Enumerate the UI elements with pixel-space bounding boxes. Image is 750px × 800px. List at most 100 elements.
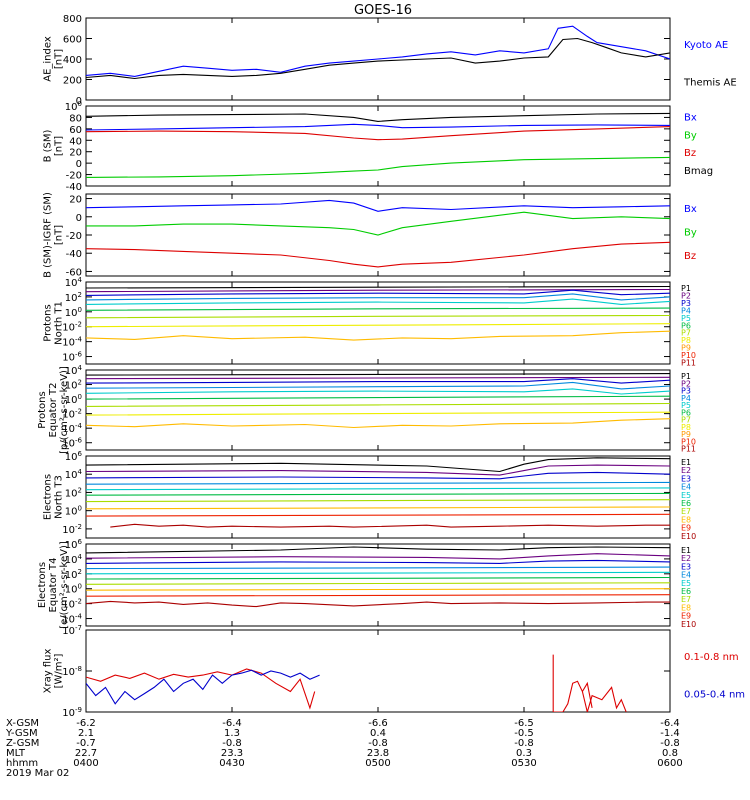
ephemeris-footer: X-GSM -6.2 -6.4 -6.6 -6.5 -6.4Y-GSM 2.1 1.3 0.4-… bbox=[5, 718, 683, 779]
series-line-e5 bbox=[86, 487, 670, 491]
series-line-p4 bbox=[86, 293, 670, 301]
y-tick-label: 102 bbox=[65, 486, 82, 499]
legend-entry: P9 bbox=[681, 344, 691, 353]
series-line-bx bbox=[86, 199, 670, 212]
y-axis-label: [nT] bbox=[54, 225, 65, 245]
footer-row-label: X-GSM bbox=[6, 718, 39, 729]
series-line-e1 bbox=[86, 546, 670, 554]
series-line-p1 bbox=[86, 373, 670, 376]
series-line-e5 bbox=[86, 571, 670, 575]
series-group bbox=[86, 112, 670, 178]
legend-entry: E8 bbox=[681, 603, 691, 612]
footer-value: -0.8 bbox=[514, 738, 534, 749]
legend-entry: E4 bbox=[681, 571, 691, 580]
legend-entry: E3 bbox=[681, 474, 691, 483]
y-tick-label: 0 bbox=[76, 213, 82, 224]
y-axis-label: Equator T2 bbox=[48, 383, 59, 438]
y-tick-label: 100 bbox=[65, 100, 82, 113]
legend-entry: P11 bbox=[681, 445, 696, 454]
legend-entry: 0.1-0.8 nm bbox=[684, 652, 739, 663]
series-line-e3 bbox=[86, 559, 670, 564]
series-line-p7 bbox=[86, 402, 670, 407]
y-tick-label: 400 bbox=[63, 55, 82, 66]
footer-row-label: Z-GSM bbox=[6, 738, 39, 749]
y-tick-label: 102 bbox=[65, 291, 82, 304]
legend-entry: P7 bbox=[681, 329, 691, 338]
series-line-0-1-0-8-nm bbox=[86, 668, 316, 710]
legend-entry: E3 bbox=[681, 562, 691, 571]
y-tick-label: 10-2 bbox=[62, 523, 82, 536]
series-line-e6 bbox=[86, 576, 670, 580]
series-line-p6 bbox=[86, 307, 670, 311]
footer-value: 0.8 bbox=[662, 748, 678, 759]
series-line-e8 bbox=[86, 588, 670, 591]
y-tick-label: 104 bbox=[65, 553, 83, 566]
panel-frame bbox=[85, 629, 671, 713]
series-line-themis-ae bbox=[86, 37, 670, 80]
legend-entry: By bbox=[684, 227, 697, 238]
footer-value: 0600 bbox=[657, 758, 682, 769]
y-tick-label: -40 bbox=[66, 182, 82, 193]
footer-value: 0430 bbox=[219, 758, 244, 769]
legend-entry: Bz bbox=[684, 251, 696, 262]
footer-value: -0.8 bbox=[660, 738, 680, 749]
y-tick-label: 800 bbox=[63, 14, 82, 25]
series-line-by bbox=[86, 211, 670, 236]
y-tick-label: 102 bbox=[65, 379, 82, 392]
y-axis-label: B (SM) bbox=[43, 129, 54, 162]
series-line-p9 bbox=[86, 330, 670, 341]
y-tick-label: 20 bbox=[69, 195, 82, 206]
series-line-p5 bbox=[86, 298, 670, 305]
y-tick-label: 10-6 bbox=[62, 351, 82, 364]
legend-entry: P3 bbox=[681, 387, 691, 396]
legend-entry: P5 bbox=[681, 314, 691, 323]
legend-entry: P7 bbox=[681, 416, 691, 425]
series-line-p8 bbox=[86, 411, 670, 416]
series-line-e10 bbox=[86, 600, 670, 608]
y-tick-label: -40 bbox=[66, 249, 82, 260]
series-line-p4 bbox=[86, 381, 670, 390]
series-line-p7 bbox=[86, 314, 670, 319]
y-axis-label: B (SM)-IGRF (SM) bbox=[43, 192, 54, 278]
series-group bbox=[86, 654, 627, 712]
y-tick-label: 80 bbox=[69, 113, 82, 124]
y-tick-label: 102 bbox=[65, 568, 82, 581]
y-tick-label: 10-7 bbox=[62, 624, 82, 637]
legend-entry: E9 bbox=[681, 612, 691, 621]
series-line-p3 bbox=[86, 289, 670, 296]
series-line-e2 bbox=[86, 464, 670, 476]
footer-value: 0530 bbox=[511, 758, 536, 769]
series-line-p5 bbox=[86, 388, 670, 395]
y-tick-label: 10-2 bbox=[62, 598, 82, 611]
y-axis-label: [nT] bbox=[54, 49, 65, 69]
y-tick-label: 100 bbox=[65, 393, 82, 406]
legend-entry: E6 bbox=[681, 587, 691, 596]
series-line-e9 bbox=[86, 513, 670, 517]
legend-entry: E5 bbox=[681, 491, 691, 500]
legend-entry: E5 bbox=[681, 579, 691, 588]
footer-value: -1.4 bbox=[660, 728, 680, 739]
y-tick-label: 106 bbox=[65, 450, 83, 463]
footer-value: 0.4 bbox=[370, 728, 386, 739]
y-axis-label: [W/m²] bbox=[54, 653, 65, 688]
series-line-p9 bbox=[86, 418, 670, 429]
footer-value: 2.1 bbox=[78, 728, 94, 739]
y-tick-label: 10-6 bbox=[62, 437, 82, 450]
y-tick-label: 10-2 bbox=[62, 408, 82, 421]
legend-entry: P10 bbox=[681, 351, 696, 360]
y-tick-label: -20 bbox=[66, 231, 82, 242]
legend-entry: Bx bbox=[684, 113, 697, 124]
y-tick-label: 60 bbox=[69, 125, 82, 136]
series-line-e8 bbox=[86, 506, 670, 510]
y-tick-label: 0 bbox=[76, 159, 82, 170]
y-tick-label: 10-9 bbox=[62, 706, 82, 719]
panel-frame bbox=[85, 105, 671, 187]
footer-row-label: Y-GSM bbox=[5, 728, 38, 739]
series-line-e7 bbox=[86, 582, 670, 585]
footer-row-label: hhmm bbox=[6, 758, 38, 769]
